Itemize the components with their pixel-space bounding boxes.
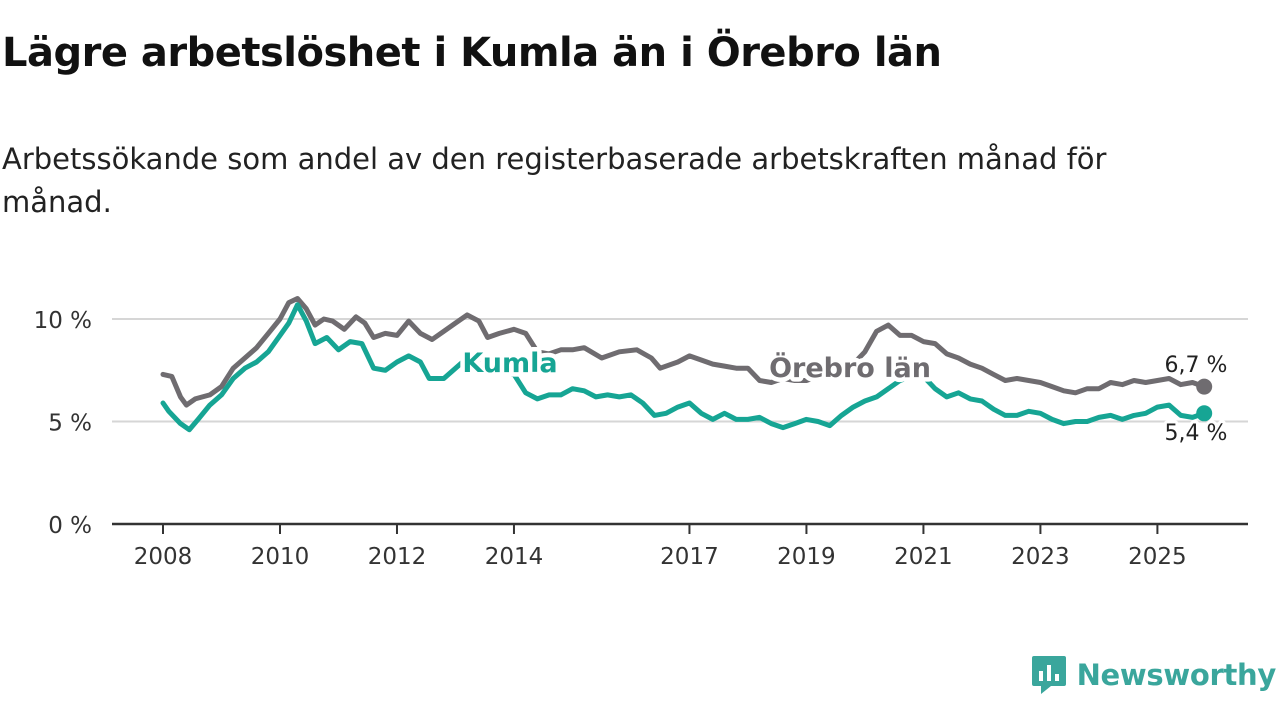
x-axis: 2008 2010 2012 2014 2017 2019 2021 2023 2025 [112,522,1248,570]
x-tick-label: 2010 [251,544,310,570]
brand-name: Newsworthy [1076,658,1277,692]
end-point-orebro-lan [1196,378,1213,395]
series-labels: Örebro län Kumla 6,7 % 5,4 % [458,344,1231,450]
x-tick-label: 2012 [368,544,427,570]
y-tick-label: 5 % [48,411,92,437]
series-label-orebro-lan: Örebro län [769,351,931,384]
x-tick-label: 2017 [660,544,719,570]
series-label-kumla: Kumla [462,348,557,379]
chart-title: Lägre arbetslöshet i Kumla än i Örebro l… [2,30,942,76]
x-tick-label: 2021 [894,544,953,570]
chart-subtitle: Arbetssökande som andel av den registerb… [2,142,1107,219]
y-axis-labels: 0 % 5 % 10 % [34,308,92,539]
x-tick-label: 2014 [485,544,544,570]
end-point-kumla [1196,405,1213,422]
end-label-orebro-lan: 6,7 % [1165,353,1228,378]
y-tick-label: 10 % [34,308,92,334]
x-tick-label: 2023 [1011,544,1070,570]
x-tick-label: 2008 [134,544,193,570]
end-label-kumla: 5,4 % [1165,421,1228,446]
y-tick-label: 0 % [48,513,92,539]
newsworthy-logo-icon [1031,656,1066,694]
brand-logo: Newsworthy [1031,654,1276,696]
x-tick-label: 2025 [1128,544,1187,570]
series-lines [160,296,1213,433]
series-line-kumla [160,302,1207,433]
series-line-orebro-lan [160,296,1207,408]
x-tick-label: 2019 [777,544,836,570]
